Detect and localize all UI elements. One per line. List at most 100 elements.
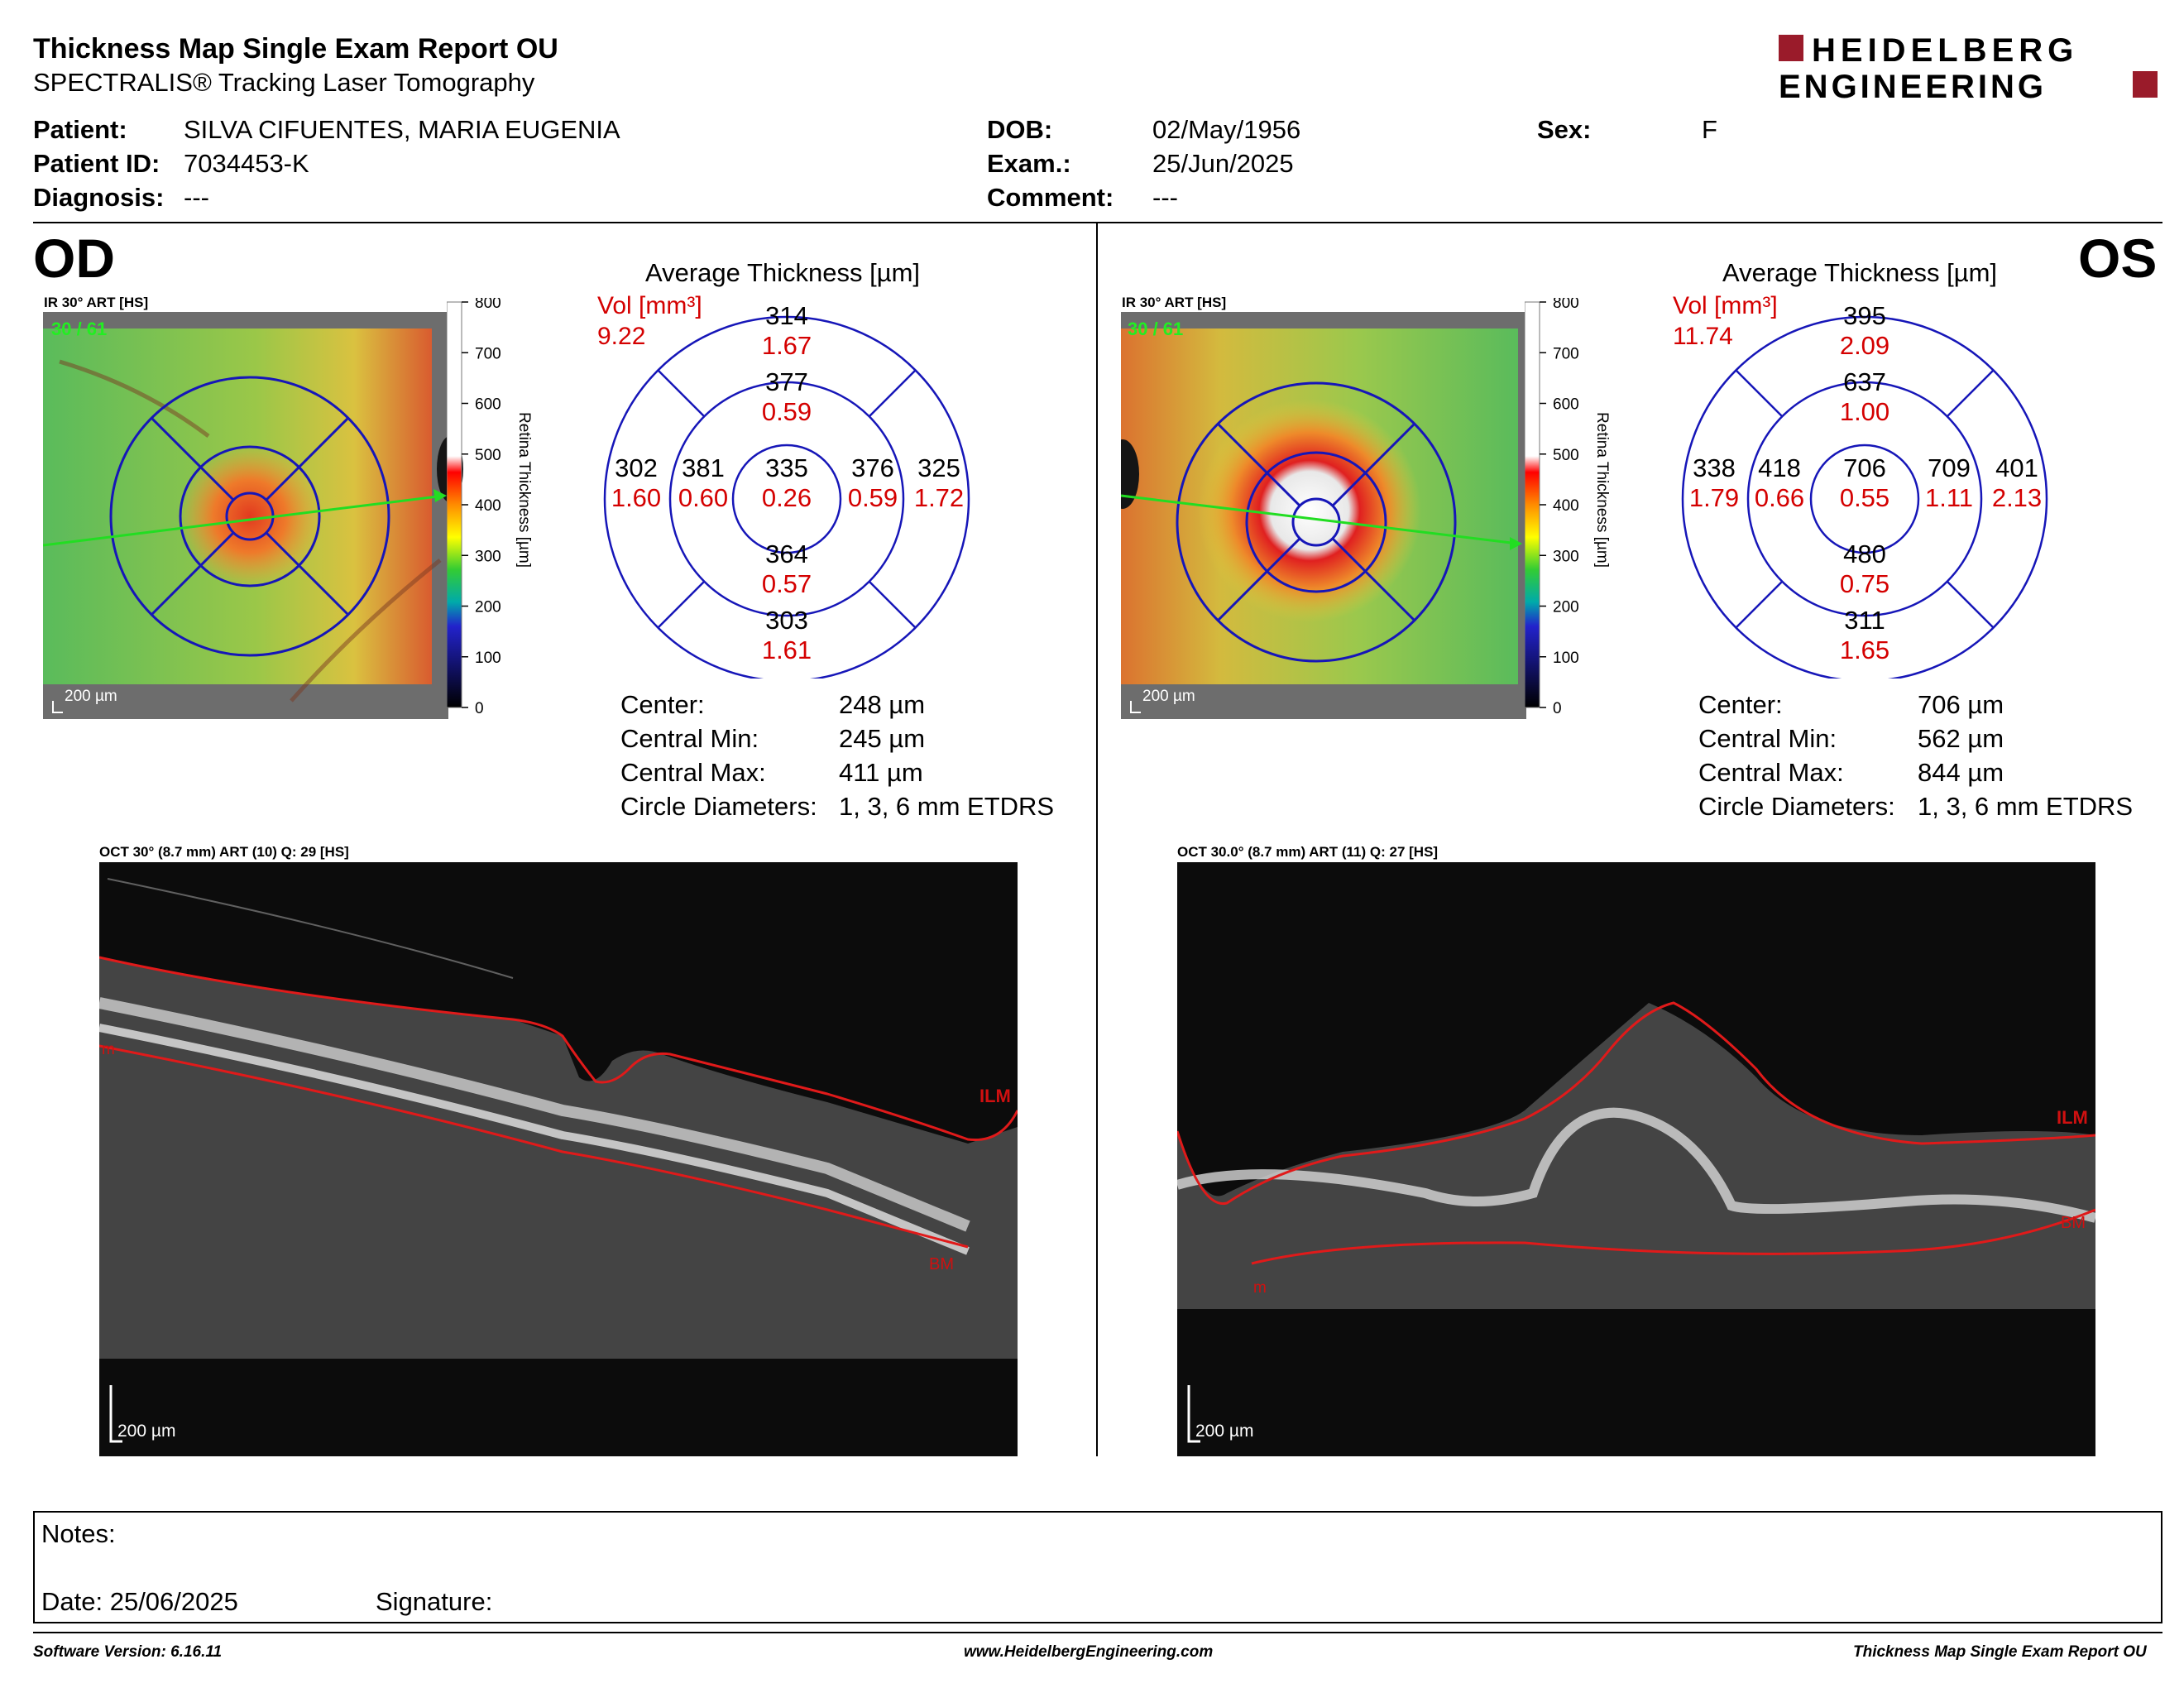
od-stat-max-label: Central Max:	[620, 758, 766, 787]
heidelberg-logo: HEIDELBERG ENGINEERING	[1779, 32, 2158, 101]
od-outer-left-thickness: 302	[615, 453, 658, 482]
os-outer-inf-thickness: 311	[1844, 606, 1885, 635]
os-inner-sup-volume: 1.00	[1840, 397, 1889, 426]
os-inner-right-volume: 1.11	[1925, 483, 1973, 512]
od-stat-center-value: 248 µm	[839, 690, 926, 719]
os-stat-max-label: Central Max:	[1698, 758, 1844, 787]
od-stat-min-label: Central Min:	[620, 724, 759, 753]
od-stat-center-label: Center:	[620, 690, 705, 719]
os-outer-left-volume: 1.79	[1689, 483, 1739, 512]
footer-report-name: Thickness Map Single Exam Report OU	[1853, 1643, 2147, 1661]
od-inner-left-thickness: 381	[682, 453, 725, 482]
os-eye-label: OS	[2078, 228, 2158, 289]
os-stat-diam-value: 1, 3, 6 mm ETDRS	[1918, 792, 2134, 821]
os-stat-min-label: Central Min:	[1698, 724, 1837, 753]
od-inner-inf-volume: 0.57	[762, 569, 812, 598]
os-bm-label: BM	[2061, 1214, 2086, 1232]
os-inner-sup-thickness: 637	[1843, 367, 1886, 396]
os-colorbar-tick-label: 800	[1553, 298, 1579, 312]
od-colorbar-title: Retina Thickness [µm]	[515, 412, 533, 568]
os-ilm-label: ILM	[2057, 1107, 2088, 1128]
od-colorbar-tick-label: 700	[475, 345, 501, 362]
od-vol-label: Vol [mm³]	[597, 292, 702, 319]
od-thickness-map: 30 / 61 200 µm	[43, 312, 463, 719]
os-outer-right-thickness: 401	[1995, 453, 2038, 482]
signature-label: Signature:	[376, 1587, 493, 1616]
notes-label: Notes:	[41, 1519, 116, 1548]
od-colorbar-tick-label: 100	[475, 650, 501, 667]
dob-label: DOB:	[987, 115, 1053, 144]
os-center-thickness: 706	[1843, 453, 1886, 482]
os-colorbar-tick-label: 500	[1553, 447, 1579, 464]
comment-value: ---	[1152, 183, 1178, 212]
header-divider	[33, 222, 2162, 223]
od-inner-inf-thickness: 364	[765, 539, 808, 568]
od-outer-right-thickness: 325	[917, 453, 960, 482]
os-inner-left-volume: 0.66	[1755, 483, 1804, 512]
os-stat-max-value: 844 µm	[1918, 758, 2004, 787]
od-outer-inf-volume: 1.61	[762, 635, 812, 664]
os-colorbar-title: Retina Thickness [µm]	[1593, 412, 1611, 568]
od-inner-left-volume: 0.60	[678, 483, 728, 512]
od-outer-right-volume: 1.72	[914, 483, 964, 512]
os-outer-sup-volume: 2.09	[1840, 331, 1889, 360]
od-inner-right-volume: 0.59	[848, 483, 898, 512]
od-etdrs-grid: 314 1.67 377 0.59 335 0.26 381 0.60 376 …	[603, 301, 970, 679]
os-frames: 30 / 61	[1128, 319, 1183, 339]
os-colorbar-tick-label: 0	[1553, 700, 1562, 717]
exam-label: Exam.:	[987, 149, 1071, 178]
os-thickness-map: 30 / 61 200 µm	[1121, 312, 1526, 719]
sex-value: F	[1702, 115, 1717, 144]
logo-line1: HEIDELBERG	[1812, 32, 2078, 69]
od-frames: 30 / 61	[51, 319, 107, 339]
report-title: Thickness Map Single Exam Report OU	[33, 33, 558, 65]
od-stat-diam-value: 1, 3, 6 mm ETDRS	[839, 792, 1055, 821]
od-map-scale: 200 µm	[65, 688, 117, 705]
os-outer-inf-volume: 1.65	[1840, 635, 1889, 664]
diagnosis-label: Diagnosis:	[33, 183, 165, 212]
os-ir-label: IR 30° ART [HS]	[1122, 295, 1227, 310]
od-colorbar-tick-label: 500	[475, 447, 501, 464]
patient-id-label: Patient ID:	[33, 149, 160, 178]
od-avg-title: Average Thickness [µm]	[645, 258, 921, 287]
od-oct-label: OCT 30° (8.7 mm) ART (10) Q: 29 [HS]	[99, 844, 349, 860]
od-stat-min-value: 245 µm	[839, 724, 926, 753]
dob-value: 02/May/1956	[1152, 115, 1301, 144]
od-ilm-label: ILM	[979, 1086, 1011, 1106]
od-bm-label: BM	[929, 1255, 954, 1273]
date-label: Date: 25/06/2025	[41, 1587, 238, 1616]
od-inner-right-thickness: 376	[851, 453, 894, 482]
od-center-thickness: 335	[765, 453, 808, 482]
os-outer-left-thickness: 338	[1693, 453, 1736, 482]
website[interactable]: www.HeidelbergEngineering.com	[964, 1643, 1214, 1661]
patient-label: Patient:	[33, 115, 127, 144]
patient-name: SILVA CIFUENTES, MARIA EUGENIA	[184, 115, 620, 144]
os-vol-label: Vol [mm³]	[1673, 292, 1778, 319]
os-colorbar-tick-label: 600	[1553, 396, 1579, 414]
od-stat-diam-label: Circle Diameters:	[620, 792, 817, 821]
notes-box: Notes: Date: 25/06/2025 Signature:	[33, 1511, 2162, 1623]
os-inner-right-thickness: 709	[1928, 453, 1971, 482]
os-oct-scale: 200 µm	[1195, 1422, 1253, 1441]
od-outer-sup-thickness: 314	[765, 301, 808, 330]
od-oct-bscan: m ILM BM 200 µm	[99, 862, 1018, 1456]
os-inner-left-thickness: 418	[1758, 453, 1801, 482]
sex-label: Sex:	[1537, 115, 1592, 144]
os-outer-sup-thickness: 395	[1843, 301, 1886, 330]
os-colorbar-tick-label: 200	[1553, 599, 1579, 616]
diagnosis-value: ---	[184, 183, 209, 212]
od-oct-scale: 200 µm	[117, 1422, 175, 1441]
od-colorbar-tick-label: 200	[475, 599, 501, 616]
report-subtitle: SPECTRALIS® Tracking Laser Tomography	[33, 68, 535, 97]
os-stat-center-value: 706 µm	[1918, 690, 2004, 719]
os-oct-bscan: m ILM BM 200 µm	[1177, 862, 2095, 1456]
patient-id: 7034453-K	[184, 149, 309, 178]
os-inner-inf-thickness: 480	[1843, 539, 1886, 568]
od-colorbar-tick-label: 300	[475, 548, 501, 565]
od-colorbar-tick-label: 0	[475, 700, 484, 717]
software-version: Software Version: 6.16.11	[33, 1643, 223, 1661]
os-avg-title: Average Thickness [µm]	[1722, 258, 1998, 287]
os-stat-center-label: Center:	[1698, 690, 1783, 719]
os-center-volume: 0.55	[1840, 483, 1889, 512]
footer-divider	[33, 1632, 2162, 1633]
